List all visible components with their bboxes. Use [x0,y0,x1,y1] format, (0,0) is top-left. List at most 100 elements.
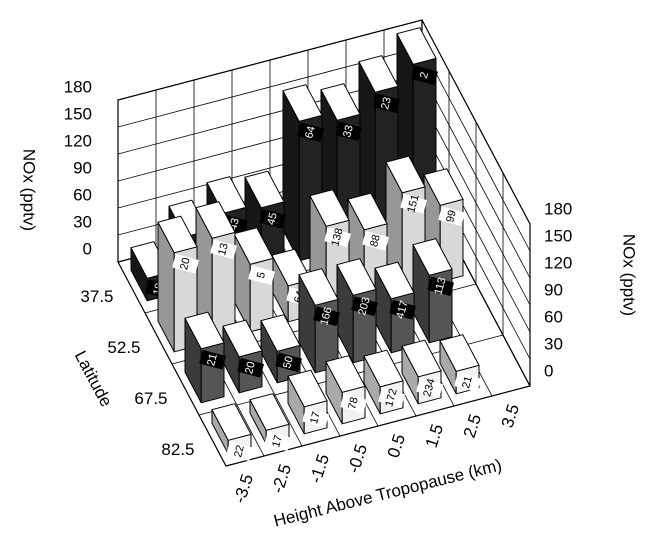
bar-count: 20 [178,256,193,271]
bar-count: 417 [394,299,410,320]
bar-shade [272,255,289,322]
bar-count: 113 [432,276,448,296]
bar-top [184,311,225,350]
x-tick-label: -2.5 [268,462,295,496]
bar-top [325,355,366,393]
bar-top [287,369,328,408]
count-box [340,393,368,414]
count-box [416,377,444,398]
count-box [248,265,276,286]
bar-top [282,84,323,122]
bar-top [260,314,301,352]
count-box [411,65,439,86]
z-tick-label: 180 [64,77,92,96]
count-box [335,121,363,142]
z-tick-label: 180 [544,199,572,218]
x-tick-label: -1.5 [306,452,333,486]
row-label: 82.5 [161,440,194,459]
bar-top [363,349,404,388]
count-box [297,122,325,143]
bar-count: 88 [368,233,383,248]
bar-count: 20 [243,360,258,375]
bar-count: 166 [318,306,334,327]
z-axis-title: NOx (pptv) [20,149,39,231]
bar-count: 45 [265,211,280,226]
bar-top [336,258,377,296]
count-box [259,208,287,229]
bar-top [206,176,247,214]
bar-shade [283,90,300,261]
z-tick-label: 30 [544,334,563,353]
bar-shade [131,247,148,301]
z-tick-label: 90 [73,158,92,177]
count-box [400,193,428,214]
bar-shade [158,222,175,352]
count-box [237,357,265,378]
bar-top [439,334,480,372]
bar-top [401,339,442,378]
bar-shade [386,162,403,292]
z-tick-label: 150 [544,226,572,245]
bar-top [423,168,464,206]
bar-count: 21 [460,375,475,390]
bar-shade [413,244,430,343]
x-tick-label: 2.5 [460,412,485,440]
bar-shade [250,399,267,444]
bar-shade [196,207,213,342]
bar-count: 151 [405,193,421,214]
bar-top [157,215,198,254]
grid-line [421,46,531,252]
x-axis-title: Height Above Tropopause (km) [272,455,504,530]
count-box [313,306,341,327]
z-tick-label: 60 [73,185,92,204]
bar-count: 172 [383,387,399,408]
bar-top [298,268,339,306]
bar-shade [299,274,316,373]
count-box [324,227,352,248]
bar-count: 23 [379,96,394,111]
bar-top [244,170,285,209]
count-box [226,441,254,462]
bar-shade [223,326,240,393]
row-label: 37.5 [80,287,113,306]
count-box [427,276,455,297]
bar-shade [364,356,381,414]
x-tick-label: 1.5 [422,422,447,450]
bar-top [195,201,236,239]
bar-count: 17 [270,434,285,449]
bar-count: 99 [444,209,459,224]
bar-top [412,238,453,276]
z-tick-label: 150 [64,104,92,123]
bar-shade [326,361,343,424]
count-box [302,407,330,428]
x-tick-label: -0.5 [344,442,371,476]
bar-count: 203 [356,296,372,317]
bar-shade [337,264,354,363]
z-tick-label: 120 [64,131,92,150]
grid-line [421,73,531,279]
bar-count: 22 [232,444,247,459]
bar-shade [261,320,278,383]
z-tick-label: 0 [544,361,553,380]
count-box [378,387,406,408]
bar-count: 2 [418,71,431,80]
bar-count: 33 [341,124,356,139]
count-box [389,299,417,320]
bar-count: 17 [308,410,323,425]
grid-line [117,19,423,101]
z-tick-label: 120 [544,253,572,272]
bar-top [211,403,252,441]
x-tick-label: 3.5 [498,402,523,430]
bar-top [233,227,274,265]
bar-shade [440,340,457,394]
bar-count: 5 [255,271,268,280]
bar-shade [185,318,202,403]
count-box [199,349,227,370]
grid-line [421,19,531,225]
bar-top [222,319,263,358]
count-box [264,431,292,452]
z-tick-label: 90 [544,280,563,299]
z-axis-title: NOx (pptv) [620,234,639,316]
row-label: 52.5 [107,338,140,357]
